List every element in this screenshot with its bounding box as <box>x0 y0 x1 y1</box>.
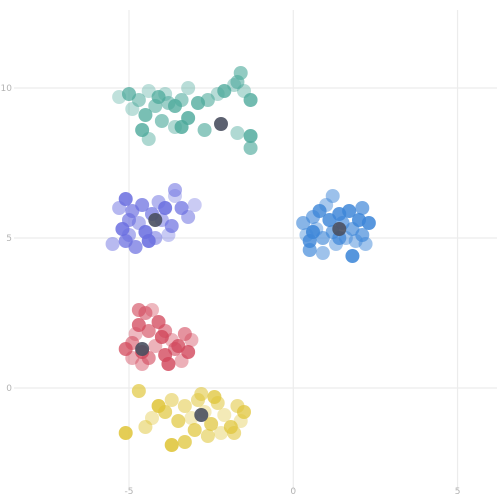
scatter-point <box>131 93 146 107</box>
scatter-point <box>158 87 173 101</box>
scatter-point <box>355 228 370 242</box>
scatter-point <box>164 438 179 452</box>
scatter-point <box>174 120 189 134</box>
scatter-point <box>187 423 202 437</box>
scatter-point <box>243 129 258 143</box>
scatter-point <box>125 102 140 116</box>
scatter-point <box>138 420 153 434</box>
x-tick-label: -5 <box>125 487 134 497</box>
scatter-point <box>312 204 327 218</box>
scatter-point <box>168 342 182 356</box>
scatter-point <box>141 132 156 146</box>
scatter-point <box>105 237 120 251</box>
scatter-point <box>135 198 150 212</box>
scatter-point <box>131 303 146 317</box>
scatter-point <box>200 429 215 443</box>
centroid-point <box>214 117 228 131</box>
scatter-point <box>177 327 192 341</box>
scatter-point <box>217 84 232 98</box>
scatter-point <box>148 231 163 245</box>
scatter-point <box>181 210 196 224</box>
scatter-point <box>125 351 140 365</box>
scatter-point <box>227 426 242 440</box>
x-tick-label: 0 <box>290 487 296 497</box>
scatter-point <box>164 393 179 407</box>
scatter-point <box>184 333 199 347</box>
scatter-point <box>227 78 242 92</box>
scatter-point <box>154 114 169 128</box>
centroid-point <box>332 222 347 236</box>
scatter-point <box>135 357 150 371</box>
scatter-point <box>355 201 370 215</box>
scatter-point <box>181 345 196 359</box>
scatter-point <box>217 408 232 422</box>
scatter-point <box>361 216 376 230</box>
centroid-point <box>135 342 150 356</box>
scatter-point <box>243 93 258 107</box>
tick-labels: -5 0 5 0 5 10 <box>1 84 461 497</box>
y-tick-label: 10 <box>1 84 13 94</box>
scatter-point <box>174 93 189 107</box>
scatter-point <box>233 66 248 80</box>
scatter-point <box>194 387 209 401</box>
y-tick-label: 5 <box>6 234 12 244</box>
scatter-point <box>197 123 212 137</box>
scatter-point <box>118 234 133 248</box>
scatter-point <box>171 414 186 428</box>
data-points <box>105 66 376 452</box>
scatter-point <box>230 126 245 140</box>
scatter-point <box>187 198 202 212</box>
scatter-point <box>177 399 192 413</box>
scatter-point <box>358 237 373 251</box>
x-tick-label: 5 <box>455 487 461 497</box>
scatter-point <box>161 228 176 242</box>
scatter-point <box>118 192 133 206</box>
scatter-point <box>325 189 340 203</box>
scatter-point <box>200 93 215 107</box>
scatter-point <box>161 357 176 371</box>
scatter-point <box>204 417 219 431</box>
scatter-point <box>181 81 196 95</box>
grid <box>14 10 497 490</box>
scatter-point <box>138 108 153 122</box>
scatter-point <box>243 141 258 155</box>
scatter-point <box>207 390 222 404</box>
centroid-point <box>194 408 209 422</box>
scatter-point <box>158 405 173 419</box>
scatter-point <box>306 225 320 239</box>
scatter-point <box>154 330 169 344</box>
scatter-point <box>342 204 357 218</box>
scatter-point <box>141 324 156 338</box>
cluster-centroids <box>135 117 347 422</box>
scatter-point <box>145 303 159 317</box>
centroid-point <box>148 213 163 227</box>
scatter-point <box>118 426 133 440</box>
scatter-point <box>177 435 192 449</box>
scatter-point <box>315 246 330 260</box>
scatter-point <box>302 243 317 257</box>
scatter-point <box>145 411 159 425</box>
scatter-point <box>158 201 173 215</box>
scatter-point <box>237 405 251 419</box>
scatter-point <box>148 99 163 113</box>
scatter-point <box>135 123 150 137</box>
scatter-point <box>131 384 146 398</box>
scatter-point <box>214 426 228 440</box>
scatter-point <box>168 183 182 197</box>
scatter-point <box>345 249 360 263</box>
y-tick-label: 0 <box>6 384 12 394</box>
